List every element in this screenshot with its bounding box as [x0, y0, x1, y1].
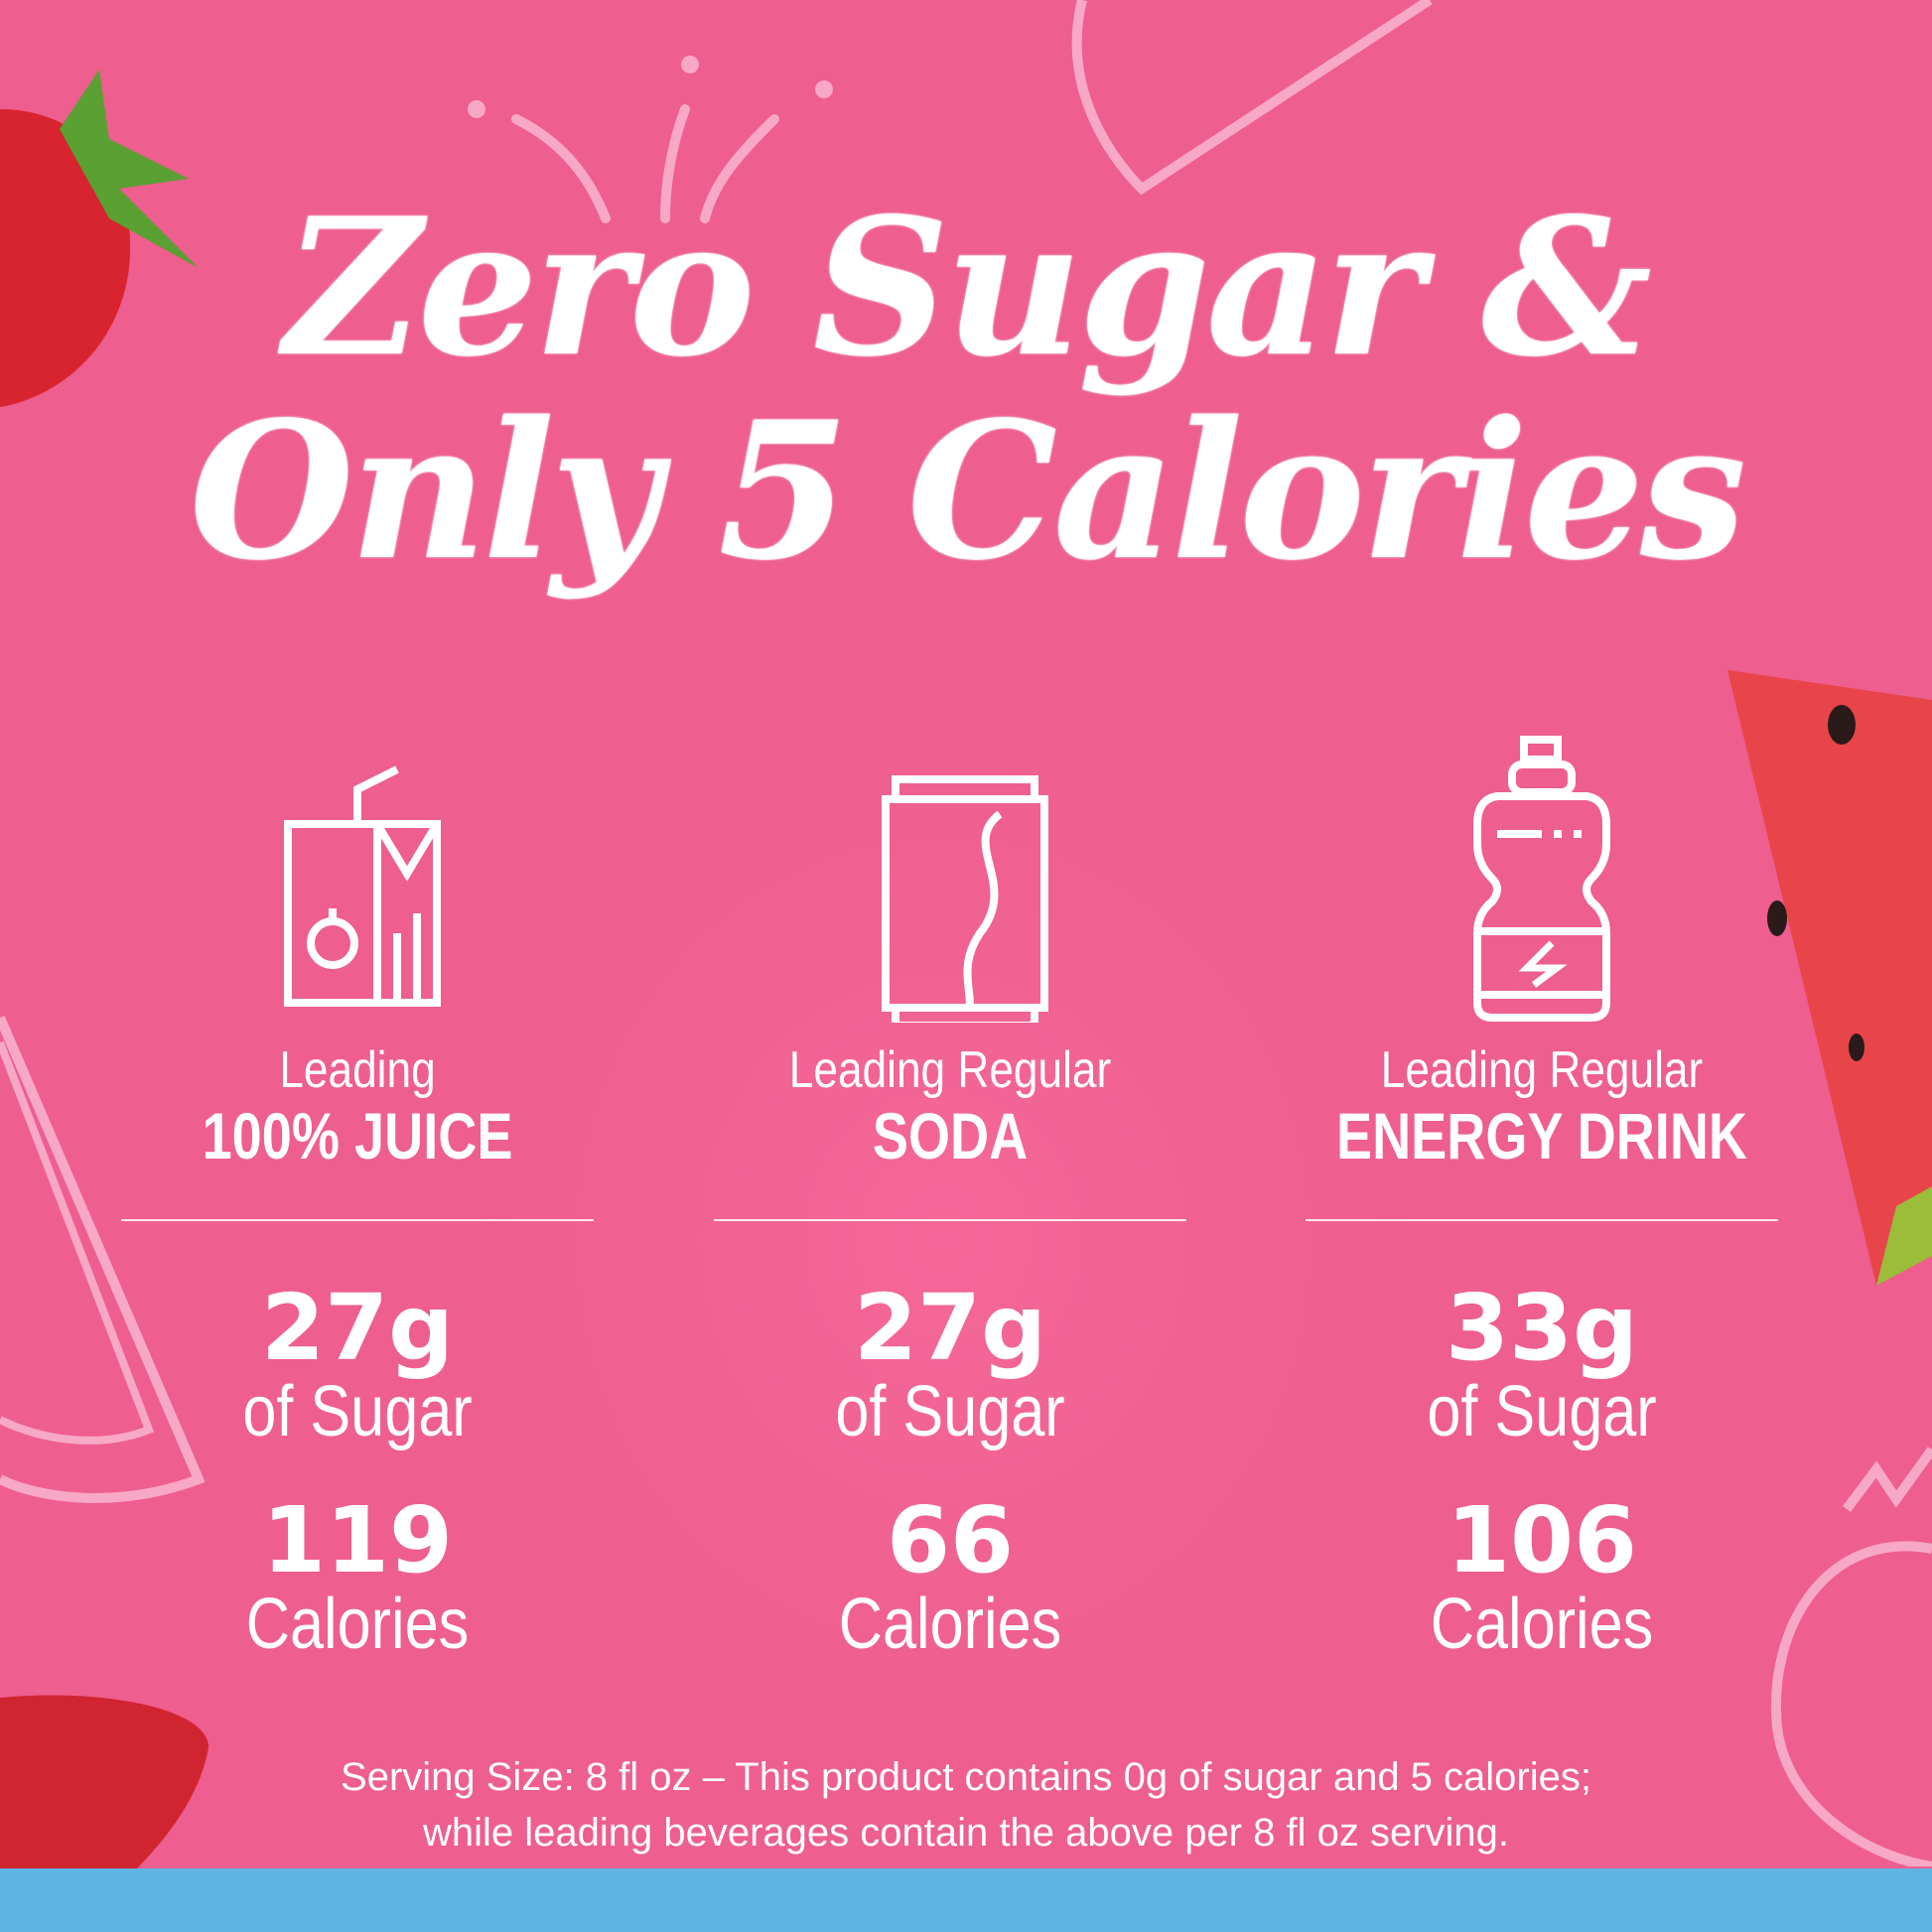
calories-unit: Calories [1430, 1585, 1654, 1664]
background-photo-glow [447, 695, 1440, 1787]
headline-line-1: Zero Sugar & [284, 177, 1652, 398]
calories-unit: Calories [245, 1585, 470, 1664]
calories-value: 66 [886, 1487, 1015, 1593]
calories-value: 119 [261, 1487, 454, 1593]
watermelon-outline-top-icon [1071, 0, 1433, 196]
energy-drink-bottle-icon [1473, 736, 1610, 1022]
divider [714, 1219, 1186, 1221]
calories-unit: Calories [838, 1585, 1062, 1664]
serving-size-footnote: Serving Size: 8 fl oz – This product con… [0, 1749, 1932, 1861]
splash-lines-icon [468, 56, 833, 223]
footnote-line-1: Serving Size: 8 fl oz – This product con… [341, 1755, 1591, 1799]
soda-can-icon [882, 775, 1048, 1023]
column-label-top: Leading Regular [788, 1041, 1112, 1099]
sugar-value: 33g [1446, 1275, 1638, 1381]
comparison-column-energy-drink: Leading Regular ENERGY DRINK 33g of Suga… [1244, 735, 1840, 1664]
column-label-main: ENERGY DRINK [1336, 1099, 1747, 1173]
comparison-column-juice: Leading 100% JUICE 27g of Sugar 119 Calo… [60, 735, 655, 1664]
column-label-main: SODA [872, 1099, 1029, 1173]
strawberry-bottom-left-image [0, 1695, 208, 1876]
strawberry-outline-right-icon [1770, 1447, 1932, 1866]
divider [1306, 1219, 1778, 1221]
headline-line-2: Only 5 Calories [189, 380, 1746, 602]
footnote-line-2: while leading beverages contain the abov… [422, 1811, 1510, 1855]
column-label-top: Leading [279, 1041, 436, 1099]
sugar-value: 27g [854, 1275, 1046, 1381]
sugar-value: 27g [261, 1275, 454, 1381]
bottom-color-band [0, 1868, 1932, 1932]
sugar-unit: of Sugar [835, 1372, 1065, 1451]
calories-value: 106 [1446, 1487, 1638, 1593]
watermelon-slice-image [1727, 670, 1932, 1286]
sugar-unit: of Sugar [242, 1372, 473, 1451]
juice-box-icon [284, 765, 441, 1007]
strawberry-top-left-image [0, 69, 199, 407]
column-label-top: Leading Regular [1380, 1041, 1704, 1099]
divider [121, 1219, 594, 1221]
comparison-column-soda: Leading Regular SODA 27g of Sugar 66 Cal… [652, 735, 1248, 1664]
sugar-unit: of Sugar [1427, 1372, 1657, 1451]
column-label-main: 100% JUICE [202, 1099, 513, 1173]
watermelon-outline-left-icon [0, 1016, 206, 1503]
